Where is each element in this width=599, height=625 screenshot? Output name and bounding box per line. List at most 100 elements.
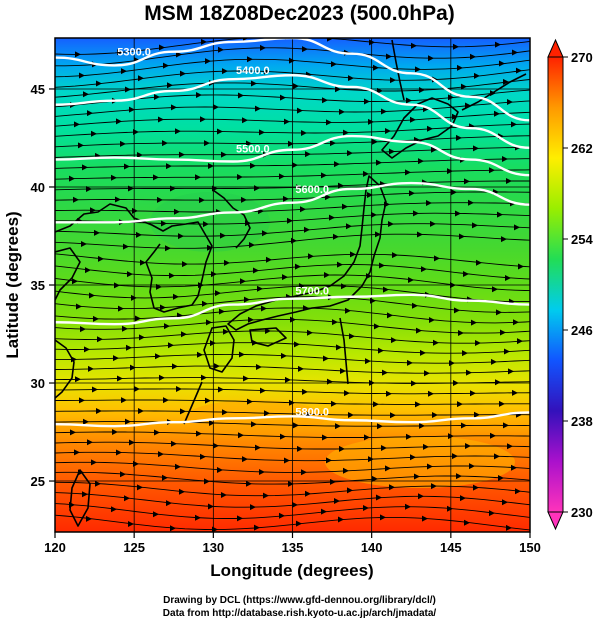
wind-arrow [363,504,369,511]
wind-arrow [169,272,175,279]
wind-arrow [308,253,314,260]
wind-arrow [335,86,341,93]
wind-arrow [213,104,219,111]
wind-arrow [126,344,132,351]
wind-arrow [494,453,500,460]
wind-arrow [125,418,131,425]
wind-arrow [506,524,512,531]
wind-arrow [118,305,124,312]
wind-arrow [299,283,305,290]
wind-arrow [115,196,121,203]
wind-arrow [452,453,458,460]
wind-arrow [517,338,523,345]
wind-arrow [207,244,213,251]
wind-arrow [91,459,97,466]
contour-line [55,293,530,326]
wind-arrow [293,422,299,429]
wind-arrow [253,267,259,274]
wind-arrow [259,129,265,136]
korea-coastline [55,203,213,313]
wind-arrow [129,106,135,113]
wind-arrow [497,211,503,218]
wind-arrow [468,199,474,206]
wind-arrow [282,274,288,281]
wind-arrow [369,379,375,386]
wind-arrow [219,308,225,315]
contour-label: 5600.0 [295,184,329,196]
wind-arrow [129,439,135,446]
wind-arrow [239,351,245,358]
wind-arrow [178,233,184,240]
wind-arrow [448,94,454,101]
wind-arrow [456,134,462,141]
wind-arrow [73,196,79,203]
streamline [55,285,530,303]
china-coastline [55,247,81,301]
wind-arrow [280,94,286,101]
wind-arrow [322,434,328,441]
wind-arrow [128,185,134,192]
wind-arrow [290,316,296,323]
wind-arrow [429,316,435,323]
wind-arrow [209,419,215,426]
wind-arrow [474,72,480,79]
wind-arrow [321,172,327,179]
kyushu-coastline [203,325,235,373]
wind-arrow [120,471,126,478]
wind-arrow [301,469,307,476]
wind-arrow [307,329,313,336]
wind-arrow [247,398,253,405]
wind-arrow [237,174,243,181]
wind-arrow [304,226,310,233]
wind-arrow [383,286,389,293]
wind-arrow [367,191,373,198]
wind-arrow [218,386,224,393]
colorbar-tick-label: 238 [571,414,593,429]
wind-arrow [376,494,382,501]
wind-arrow [255,105,261,112]
wind-arrow [117,49,123,56]
ryukyu-coastline [183,381,203,425]
wind-arrow [81,240,87,247]
wind-arrow [422,515,428,522]
wind-arrow [329,214,335,221]
wind-arrow [386,53,392,60]
wind-arrow [515,488,521,495]
wind-arrow [505,274,511,281]
wind-arrow [414,473,420,480]
wind-arrow [377,423,383,430]
streamline [55,146,530,158]
wind-arrow [88,365,94,372]
wind-arrow [344,390,350,397]
wind-arrow [280,433,286,440]
colorbar-tick-label: 246 [571,323,593,338]
wind-arrow [428,55,434,62]
x-axis-ticks: 120 125 130 135 140 145 150 [44,532,541,555]
wind-arrow [458,329,464,336]
wind-arrow [463,270,469,277]
wind-arrow [132,207,138,214]
wind-arrow [410,116,416,123]
wind-arrow [406,97,412,104]
x-tick-label: 120 [44,540,66,555]
wind-arrow [285,376,291,383]
wind-arrow [451,189,457,196]
wind-arrow [170,525,176,532]
wind-arrow [196,92,202,99]
wind-arrow [250,504,256,511]
streamline [55,365,530,374]
wind-arrow [195,514,201,521]
wind-arrow [179,488,185,495]
wind-arrow [347,150,353,157]
wind-arrow [98,255,104,262]
wind-arrow [348,412,354,419]
wind-arrow [111,174,117,181]
wind-arrow [217,466,223,473]
wind-arrow [390,412,396,419]
wind-arrow [448,433,454,440]
wind-arrow [288,480,294,487]
wind-arrow [168,342,174,349]
wind-arrow [378,347,384,354]
wind-arrow [140,259,146,266]
wind-arrow [432,412,438,419]
